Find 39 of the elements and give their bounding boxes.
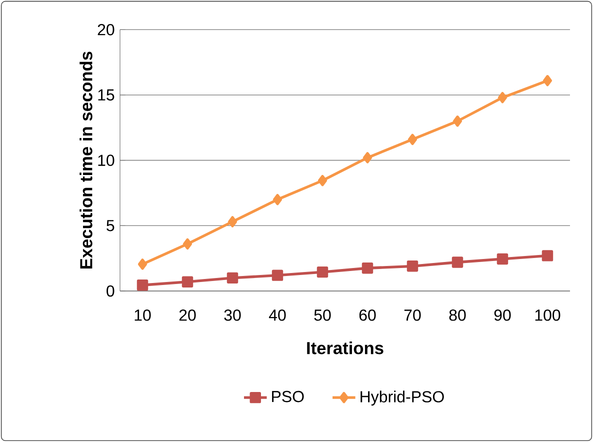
point — [272, 194, 282, 206]
x-tick-label: 100 — [535, 309, 560, 321]
y-tick-label: 5 — [106, 220, 114, 232]
point — [408, 134, 418, 146]
x-tick-label: 30 — [224, 309, 241, 321]
y-axis-title: Execution time in seconds — [80, 52, 92, 268]
point — [136, 280, 148, 291]
y-tick-label: 10 — [98, 154, 114, 166]
x-tick-label: 20 — [179, 309, 196, 321]
y-tick-label: 15 — [98, 89, 114, 101]
point — [362, 152, 372, 164]
point — [226, 272, 238, 284]
point — [496, 253, 508, 265]
x-tick-label: 10 — [134, 309, 151, 321]
point — [406, 260, 418, 272]
point — [542, 75, 552, 86]
point — [182, 238, 192, 250]
x-tick-label: 60 — [359, 309, 376, 321]
x-axis-title: Iterations — [307, 342, 384, 354]
point — [318, 174, 328, 186]
y-tick-label: 0 — [106, 285, 114, 297]
point — [498, 92, 508, 104]
point — [452, 116, 462, 127]
x-tick-label: 90 — [494, 309, 511, 321]
point — [316, 266, 328, 278]
y-tick-label: 20 — [98, 24, 114, 36]
point — [362, 262, 374, 274]
legend-label: PSO — [272, 390, 304, 402]
x-tick-label: 70 — [404, 309, 421, 321]
legend-label: Hybrid-PSO — [360, 390, 444, 406]
point — [272, 270, 284, 281]
x-tick-label: 40 — [268, 309, 286, 321]
point — [138, 258, 148, 270]
x-tick-label: 50 — [314, 309, 331, 321]
point — [182, 276, 194, 288]
point — [542, 250, 554, 262]
point — [452, 256, 464, 268]
x-tick-label: 80 — [449, 309, 466, 321]
point — [228, 216, 238, 228]
